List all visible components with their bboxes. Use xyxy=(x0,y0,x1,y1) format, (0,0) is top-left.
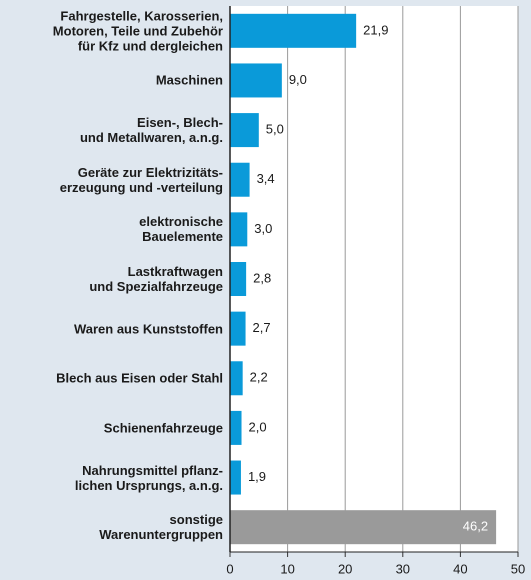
bar xyxy=(230,212,248,247)
value-label: 3,4 xyxy=(257,171,275,186)
value-label: 2,0 xyxy=(249,419,267,434)
bar xyxy=(230,361,243,396)
bar xyxy=(230,510,497,545)
x-tick-label: 0 xyxy=(226,561,233,576)
category-label: Maschinen xyxy=(155,72,223,88)
category-label: elektronische Bauelemente xyxy=(139,214,223,245)
bar xyxy=(230,63,282,98)
category-label: Eisen-, Blech- und Metallwaren, a.n.g. xyxy=(79,115,223,146)
value-label: 1,9 xyxy=(248,469,266,484)
bar xyxy=(230,113,259,148)
x-tick-label: 20 xyxy=(338,561,352,576)
value-label: 9,0 xyxy=(289,72,307,87)
bar xyxy=(230,410,242,445)
value-label: 21,9 xyxy=(363,22,388,37)
bar xyxy=(230,13,357,48)
category-label: Schienenfahrzeuge xyxy=(103,420,223,436)
category-label: Fahrgestelle, Karosserien, Motoren, Teil… xyxy=(52,8,223,54)
bar xyxy=(230,311,246,346)
category-label: Nahrungsmittel pflanz- lichen Ursprungs,… xyxy=(74,462,223,493)
category-label: Geräte zur Elektrizitäts- erzeugung und … xyxy=(59,164,223,195)
value-label: 2,8 xyxy=(253,270,271,285)
value-label: 3,0 xyxy=(254,221,272,236)
bar xyxy=(230,162,250,197)
bar xyxy=(230,262,247,296)
value-label: 2,7 xyxy=(253,320,271,335)
value-label: 2,2 xyxy=(250,370,268,385)
category-label: Waren aus Kunststoffen xyxy=(73,321,223,337)
x-tick-label: 30 xyxy=(396,561,410,576)
x-tick-label: 50 xyxy=(511,561,525,576)
bar xyxy=(230,460,241,495)
value-label: 46,2 xyxy=(463,519,488,534)
x-tick-label: 40 xyxy=(453,561,467,576)
x-tick-label: 10 xyxy=(280,561,294,576)
category-label: Blech aus Eisen oder Stahl xyxy=(56,370,223,386)
category-label: Lastkraftwagen und Spezialfahrzeuge xyxy=(89,264,223,294)
value-label: 5,0 xyxy=(266,122,284,137)
category-label: sonstige Warenuntergruppen xyxy=(99,512,223,543)
